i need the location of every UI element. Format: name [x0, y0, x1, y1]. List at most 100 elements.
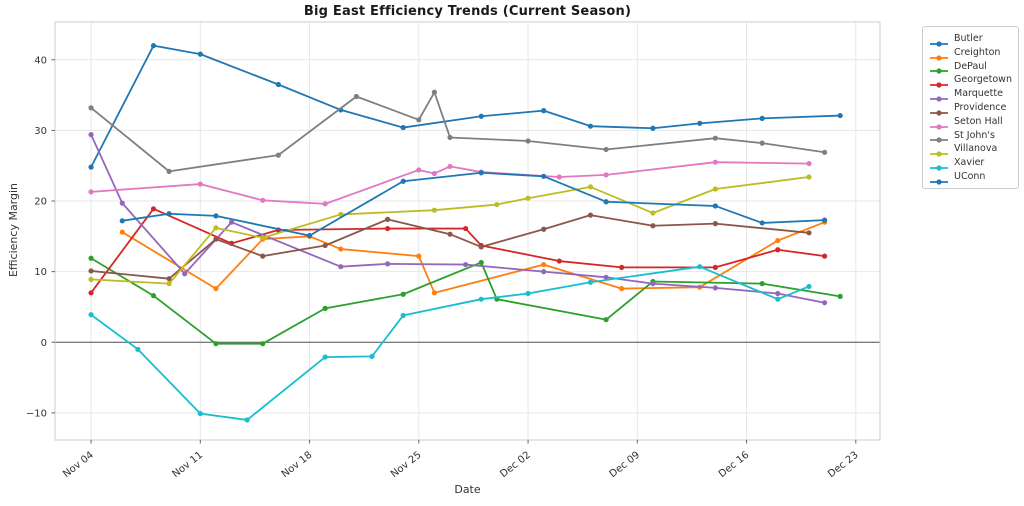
series-point-xavier: [322, 354, 328, 360]
legend-label-villanova: Villanova: [954, 143, 998, 155]
legend-item-xavier: Xavier: [929, 156, 1012, 171]
legend-item-uconn: UConn: [929, 170, 1012, 185]
series-point-st-john-s: [447, 134, 453, 141]
series-line-butler: [90, 44, 842, 169]
x-tick-label: Dec 02: [498, 450, 533, 480]
plot-frame: [54, 21, 881, 441]
series-point-uconn: [166, 211, 172, 217]
series-point-georgetown: [463, 225, 469, 232]
series-point-creighton: [541, 261, 547, 268]
x-tick-label: Dec 16: [717, 450, 752, 480]
x-tick-label: Nov 25: [389, 450, 424, 480]
series-point-providence: [213, 236, 219, 242]
series-point-depaul: [213, 341, 219, 347]
series-point-xavier: [478, 296, 484, 302]
series-point-providence: [384, 216, 391, 222]
series-point-st-john-s: [759, 140, 765, 146]
series-point-seton-hall: [603, 172, 609, 178]
series-point-depaul: [260, 341, 266, 347]
series-point-seton-hall: [260, 197, 266, 203]
legend-item-villanova: Villanova: [929, 142, 1012, 157]
legend-label-butler: Butler: [954, 33, 983, 44]
series-point-butler: [275, 81, 281, 88]
legend-item-depaul: DePaul: [929, 60, 1012, 75]
legend-line-marker-icon: [929, 61, 949, 75]
series-point-providence: [541, 226, 547, 232]
series-point-marquette: [775, 290, 781, 297]
series-point-st-john-s: [821, 149, 828, 155]
series-point-marquette: [650, 281, 656, 287]
series-point-providence: [447, 231, 453, 237]
y-tick-label: 10: [34, 267, 47, 278]
series-point-creighton: [416, 253, 422, 259]
y-tick-label: −10: [26, 408, 47, 419]
x-tick-label: Nov 11: [170, 450, 205, 480]
series-point-depaul: [88, 255, 94, 261]
legend-label-depaul: DePaul: [954, 60, 987, 72]
series-point-uconn: [821, 217, 828, 223]
series-point-st-john-s: [166, 168, 172, 174]
series-point-depaul: [400, 291, 406, 297]
series-point-villanova: [260, 235, 266, 241]
series-point-marquette: [88, 132, 94, 138]
series-point-creighton: [775, 237, 781, 244]
y-tick-label: 0: [41, 338, 47, 349]
series-point-seton-hall: [447, 163, 453, 170]
legend: Butler Creighton DePaul Georgetown Marquette…: [922, 26, 1019, 189]
series-point-providence: [322, 242, 328, 249]
series-point-villanova: [650, 210, 656, 216]
series-point-providence: [260, 253, 266, 259]
series-point-georgetown: [619, 264, 625, 271]
series-point-uconn: [306, 233, 313, 239]
series-point-depaul: [322, 305, 328, 311]
series-point-villanova: [166, 281, 172, 287]
legend-line-marker-icon: [929, 103, 949, 116]
series-point-seton-hall: [806, 160, 812, 167]
series-point-xavier: [806, 283, 812, 290]
series-point-depaul: [759, 281, 765, 287]
chart-title: Big East Efficiency Trends (Current Seas…: [303, 4, 632, 19]
series-line-depaul: [90, 257, 842, 345]
series-point-xavier: [775, 296, 781, 302]
legend-item-seton-hall: Seton Hall: [929, 115, 1012, 130]
series-point-seton-hall: [322, 201, 328, 207]
series-point-butler: [587, 123, 594, 129]
series-point-marquette: [182, 271, 188, 277]
series-point-xavier: [88, 312, 94, 318]
series-point-xavier: [525, 290, 531, 297]
series-point-marquette: [119, 200, 125, 206]
series-point-marquette: [541, 269, 547, 275]
series-point-st-john-s: [603, 146, 609, 153]
series-point-butler: [478, 113, 484, 119]
y-tick-label: 40: [34, 55, 47, 66]
series-point-marquette: [821, 300, 828, 306]
series-point-marquette: [338, 264, 344, 270]
series-point-providence: [478, 244, 484, 250]
series-point-georgetown: [775, 247, 781, 253]
legend-label-marquette: Marquette: [954, 88, 1003, 100]
legend-label-creighton: Creighton: [954, 46, 1001, 58]
series-point-villanova: [494, 201, 500, 208]
y-axis-label: Efficiency Margin: [7, 182, 20, 278]
series-point-marquette: [228, 219, 235, 225]
legend-line-marker-icon: [929, 48, 949, 61]
series-point-uconn: [478, 170, 484, 176]
series-point-seton-hall: [431, 170, 438, 177]
series-point-xavier: [197, 410, 203, 417]
legend-line-marker-icon: [929, 34, 949, 47]
x-tick-label: Nov 04: [61, 450, 96, 480]
series-point-providence: [712, 221, 718, 227]
series-point-st-john-s: [525, 138, 531, 144]
series-point-creighton: [119, 229, 125, 235]
series-point-uconn: [759, 220, 765, 226]
legend-label-seton-hall: Seton Hall: [954, 115, 1003, 127]
series-point-butler: [88, 164, 94, 170]
y-tick-label: 30: [34, 126, 47, 137]
legend-line-marker-icon: [929, 75, 949, 88]
y-tick-label: 20: [34, 197, 47, 208]
series-point-xavier: [244, 417, 250, 423]
series-point-georgetown: [88, 290, 94, 296]
legend-item-butler: Butler: [929, 32, 1012, 47]
x-tick-label: Nov 18: [280, 450, 315, 480]
